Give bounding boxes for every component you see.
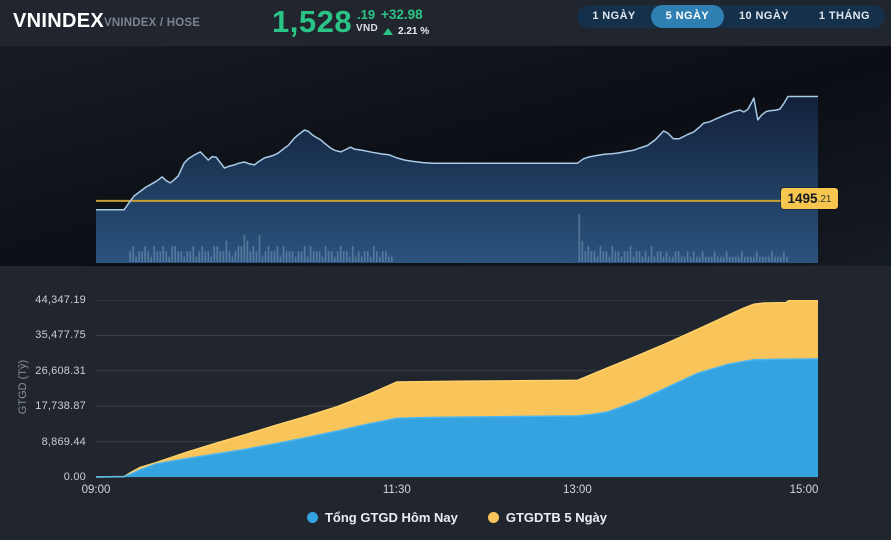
- legend-label: Tổng GTGD Hôm Nay: [324, 510, 458, 525]
- x-tick-label: 09:00: [81, 484, 111, 496]
- legend-item-1[interactable]: Tổng GTGD Hôm Nay: [306, 510, 458, 525]
- legend-item-2[interactable]: GTGDTB 5 Ngày: [487, 510, 607, 525]
- y-tick-label: 26,608.31: [35, 364, 86, 377]
- reference-price-decimals: .21: [817, 194, 832, 205]
- symbol-title: VNINDEX: [13, 10, 105, 32]
- y-tick-label: 0.00: [63, 471, 86, 483]
- header: VNINDEX VNINDEX / HOSE 1,528 .19 VND +32…: [0, 0, 891, 46]
- price-chart[interactable]: [96, 55, 818, 263]
- y-tick-label: 8,869.44: [41, 435, 86, 448]
- timeframe-tabs: 1 NGÀY 5 NGÀY 10 NGÀY 1 THÁNG: [577, 5, 885, 28]
- volume-bars: [129, 214, 788, 262]
- price-line: [96, 95, 818, 211]
- timeframe-tab-4[interactable]: 1 THÁNG: [804, 5, 885, 28]
- legend-dot-icon: [487, 512, 499, 523]
- area-top-edge: [96, 300, 818, 478]
- reference-price-label: 1495.21: [781, 188, 838, 209]
- x-tick-label: 15:00: [789, 484, 819, 496]
- currency-label: VND: [356, 23, 379, 34]
- x-tick-label: 13:00: [562, 484, 592, 496]
- gtgd-y-axis-title: GTGD (Tỷ): [17, 359, 29, 415]
- reference-price-main: 1495: [787, 191, 818, 206]
- timeframe-tab-2[interactable]: 5 NGÀY: [650, 5, 725, 28]
- gtgd-area-chart[interactable]: [96, 300, 818, 478]
- area-tong-gtgd-hom-nay: [96, 358, 818, 477]
- timeframe-tab-1[interactable]: 1 NGÀY: [577, 5, 650, 28]
- price-change-percent: 2.21 %: [398, 26, 430, 37]
- area-top-edge: [96, 358, 818, 478]
- last-price: 1,528: [272, 4, 353, 39]
- y-tick-label: 44,347.19: [35, 294, 86, 306]
- legend-dot-icon: [306, 512, 318, 523]
- price-chart-panel: 1495.21: [0, 46, 891, 266]
- y-tick-label: 17,738.87: [35, 400, 86, 413]
- timeframe-tab-3[interactable]: 10 NGÀY: [724, 5, 804, 28]
- symbol-subtitle: VNINDEX / HOSE: [104, 17, 201, 29]
- legend-label: GTGDTB 5 Ngày: [505, 510, 607, 525]
- y-tick-label: 35,477.75: [35, 329, 86, 342]
- up-arrow-icon: [383, 28, 393, 35]
- price-change-percent-row: 2.21 %: [383, 26, 429, 37]
- chart-legend: Tổng GTGD Hôm Nay GTGDTB 5 Ngày: [96, 510, 818, 525]
- x-tick-label: 11:30: [382, 484, 411, 496]
- last-price-decimals: .19: [357, 7, 376, 22]
- price-change: +32.98: [381, 7, 423, 22]
- price-area-fill: [96, 96, 818, 263]
